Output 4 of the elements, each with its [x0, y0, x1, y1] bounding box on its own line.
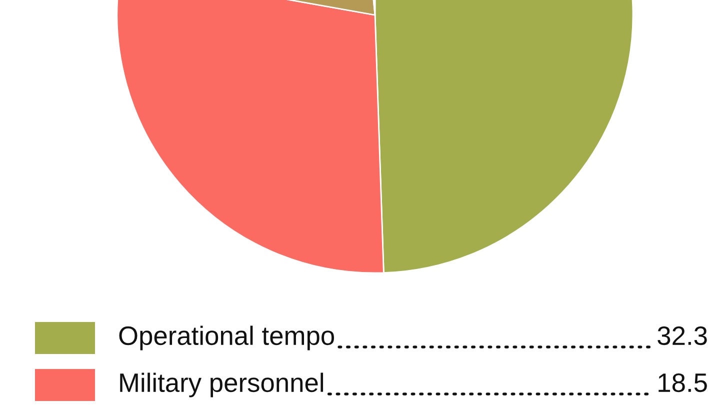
legend-label: Military personnel — [120, 372, 324, 398]
legend-label: Operational tempo — [119, 326, 334, 350]
data-label: 32.3 — [658, 326, 707, 346]
data-label: 18.5 — [658, 373, 707, 392]
